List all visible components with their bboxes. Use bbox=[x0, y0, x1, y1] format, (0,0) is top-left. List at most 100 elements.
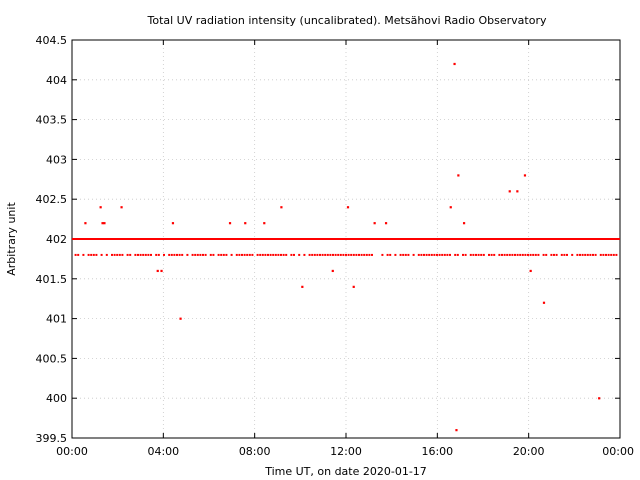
data-point bbox=[550, 238, 552, 240]
data-point bbox=[616, 238, 618, 240]
data-point bbox=[456, 253, 459, 256]
data-point bbox=[226, 238, 228, 240]
data-point bbox=[553, 253, 555, 256]
data-point bbox=[498, 253, 501, 256]
data-point bbox=[530, 238, 532, 240]
data-point bbox=[350, 238, 352, 240]
data-point bbox=[150, 253, 152, 256]
data-point bbox=[264, 253, 267, 256]
data-point bbox=[362, 238, 364, 240]
data-point bbox=[200, 238, 202, 240]
data-point bbox=[72, 238, 74, 240]
data-point bbox=[263, 222, 266, 225]
data-point bbox=[88, 238, 90, 240]
data-point bbox=[158, 238, 160, 240]
data-point bbox=[313, 253, 316, 256]
data-point bbox=[420, 238, 422, 240]
data-point bbox=[192, 238, 194, 240]
data-point bbox=[355, 253, 358, 256]
data-point bbox=[423, 253, 425, 256]
data-point bbox=[331, 269, 334, 273]
data-point bbox=[74, 253, 77, 256]
data-point bbox=[511, 253, 514, 256]
data-point bbox=[516, 253, 519, 256]
data-point bbox=[262, 238, 264, 240]
data-point bbox=[578, 238, 580, 240]
data-point bbox=[285, 253, 288, 256]
data-point bbox=[170, 238, 172, 240]
data-point bbox=[399, 253, 402, 256]
data-point bbox=[514, 253, 516, 256]
data-point bbox=[529, 269, 532, 273]
data-point bbox=[157, 253, 160, 256]
data-point bbox=[214, 238, 216, 240]
data-point bbox=[384, 222, 388, 225]
data-point bbox=[308, 253, 311, 256]
data-point bbox=[103, 222, 106, 225]
data-point bbox=[286, 238, 288, 240]
data-point bbox=[190, 238, 192, 240]
data-point bbox=[345, 253, 347, 256]
data-point bbox=[256, 253, 259, 256]
data-point bbox=[128, 238, 130, 240]
data-point bbox=[556, 238, 558, 240]
data-point bbox=[204, 238, 206, 240]
data-point bbox=[381, 253, 384, 256]
data-point bbox=[436, 253, 438, 256]
data-point bbox=[87, 253, 90, 256]
data-point bbox=[186, 253, 189, 256]
data-point bbox=[598, 238, 600, 240]
data-point bbox=[594, 238, 596, 240]
data-point bbox=[284, 238, 286, 240]
data-point bbox=[524, 238, 526, 240]
data-point bbox=[424, 238, 426, 240]
data-point bbox=[584, 238, 586, 240]
data-point bbox=[506, 253, 509, 256]
data-point bbox=[482, 253, 485, 256]
data-point bbox=[542, 238, 544, 240]
data-point bbox=[494, 238, 496, 240]
data-point bbox=[118, 253, 121, 256]
data-point bbox=[82, 238, 84, 240]
data-point bbox=[441, 253, 444, 256]
data-point bbox=[276, 238, 278, 240]
data-point bbox=[382, 238, 384, 240]
data-point bbox=[365, 253, 368, 256]
data-point bbox=[477, 253, 480, 256]
data-point bbox=[508, 238, 510, 240]
data-point bbox=[329, 253, 332, 256]
data-point bbox=[464, 238, 466, 240]
data-point bbox=[456, 238, 458, 240]
data-point bbox=[304, 238, 306, 240]
data-point bbox=[110, 238, 112, 240]
data-point bbox=[172, 238, 174, 240]
data-point bbox=[462, 253, 464, 256]
data-point bbox=[156, 269, 159, 273]
data-point bbox=[132, 238, 134, 240]
data-point bbox=[86, 238, 88, 240]
data-point bbox=[347, 253, 350, 256]
data-point bbox=[488, 238, 490, 240]
data-point bbox=[338, 238, 340, 240]
data-point bbox=[520, 238, 522, 240]
data-point bbox=[394, 238, 396, 240]
data-point bbox=[290, 253, 293, 256]
data-point bbox=[472, 253, 475, 256]
data-point bbox=[242, 238, 244, 240]
data-point bbox=[566, 238, 568, 240]
data-point bbox=[352, 285, 355, 288]
data-point bbox=[311, 253, 314, 256]
data-point bbox=[246, 253, 249, 256]
data-point bbox=[150, 238, 152, 240]
data-point bbox=[104, 238, 106, 240]
data-point bbox=[524, 253, 527, 256]
data-point bbox=[282, 238, 284, 240]
data-point bbox=[303, 253, 306, 256]
data-point bbox=[360, 238, 362, 240]
y-tick-label: 402.5 bbox=[36, 193, 68, 206]
data-point bbox=[241, 253, 243, 256]
data-point bbox=[204, 253, 207, 256]
data-point bbox=[390, 238, 392, 240]
data-point bbox=[502, 238, 504, 240]
data-point bbox=[194, 238, 196, 240]
